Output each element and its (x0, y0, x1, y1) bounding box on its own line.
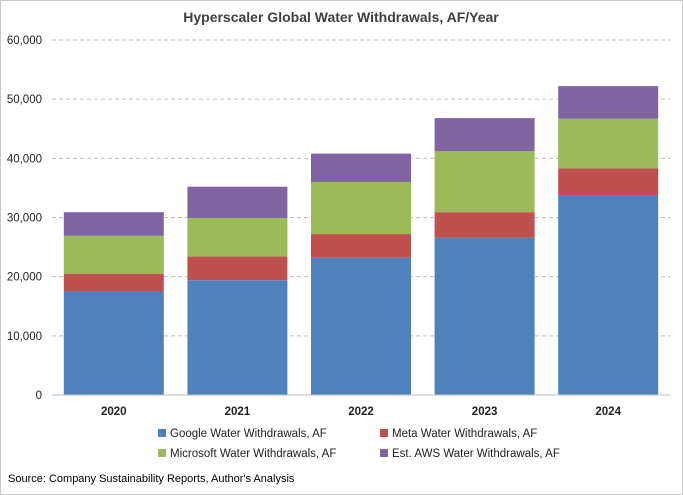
y-tick-label: 0 (36, 390, 42, 402)
bar-segment (63, 212, 164, 236)
legend-swatch (380, 429, 388, 437)
y-tick-label: 60,000 (7, 35, 42, 47)
y-tick-label: 20,000 (7, 272, 42, 284)
bar-segment (63, 291, 164, 395)
bar-segment (187, 218, 288, 257)
x-tick-label: 2020 (101, 406, 127, 418)
bar-segment (558, 86, 659, 119)
legend-label: Est. AWS Water Withdrawals, AF (392, 448, 560, 460)
bar-segment (187, 256, 288, 281)
y-tick-label: 50,000 (7, 94, 42, 106)
bar-segment (558, 168, 659, 196)
bar-segment (311, 257, 411, 395)
legend-swatch (158, 429, 166, 437)
x-tick-label: 2022 (348, 406, 374, 418)
y-axis-ticks: 0 10,000 20,000 30,000 40,000 50,000 60,000 (7, 35, 42, 402)
y-tick-label: 10,000 (7, 331, 42, 343)
x-tick-label: 2023 (472, 406, 498, 418)
source-note: Source: Company Sustainability Reports, … (8, 473, 295, 485)
bar-segment (434, 151, 535, 213)
bar-segment (434, 118, 535, 152)
legend-label: Microsoft Water Withdrawals, AF (170, 448, 336, 460)
bars (63, 86, 659, 395)
legend: Google Water Withdrawals, AF Meta Water W… (158, 428, 560, 460)
bar-segment (311, 153, 411, 182)
x-tick-label: 2024 (595, 406, 621, 418)
y-tick-label: 30,000 (7, 213, 42, 225)
legend-swatch (158, 449, 166, 457)
legend-label: Meta Water Withdrawals, AF (392, 428, 537, 440)
bar-segment (187, 280, 288, 395)
x-axis-ticks: 2020 2021 2022 2023 2024 (101, 406, 622, 418)
bar-segment (558, 195, 659, 395)
bar-segment (63, 273, 164, 292)
legend-swatch (380, 449, 388, 457)
bar-segment (558, 118, 659, 169)
chart-title: Hyperscaler Global Water Withdrawals, AF… (183, 9, 499, 25)
bar-segment (311, 234, 411, 258)
bar-segment (311, 182, 411, 235)
bar-segment (63, 235, 164, 274)
bar-segment (434, 212, 535, 238)
bar-segment (187, 186, 288, 219)
y-tick-label: 40,000 (7, 153, 42, 165)
x-tick-label: 2021 (225, 406, 251, 418)
bar-segment (434, 237, 535, 395)
legend-label: Google Water Withdrawals, AF (170, 428, 327, 440)
